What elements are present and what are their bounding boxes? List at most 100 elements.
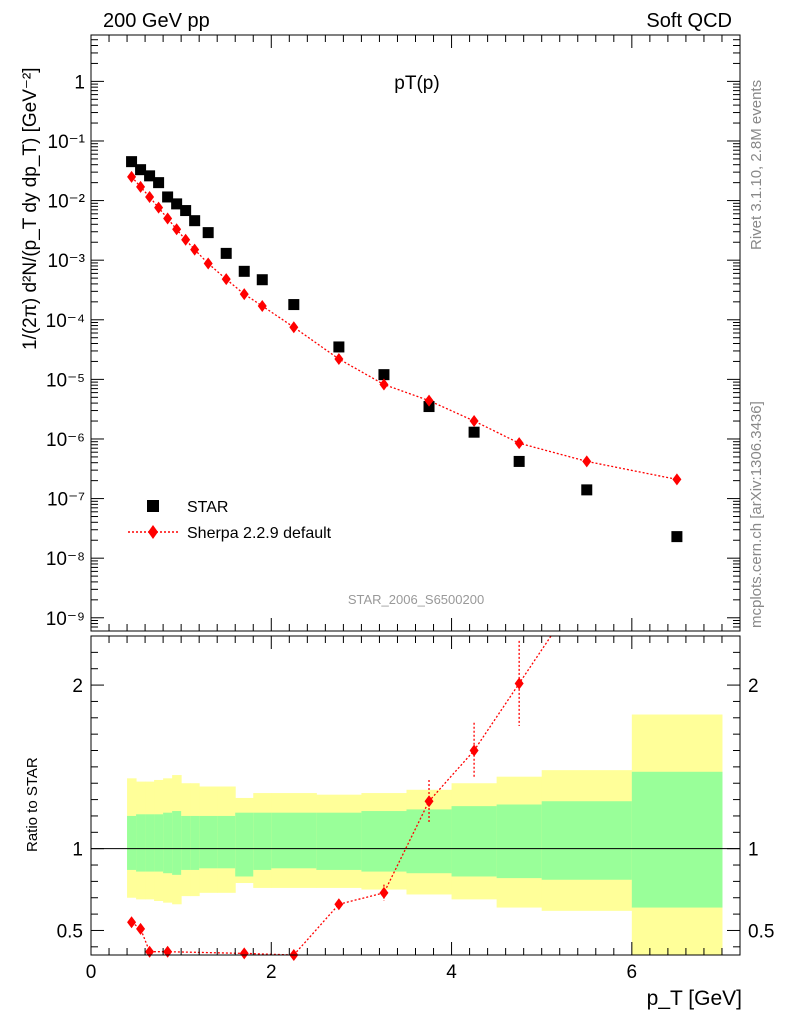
mc-data-point (203, 257, 213, 270)
uncertainty-band-inner (217, 815, 236, 869)
legend-sherpa-label: Sherpa 2.2.9 default (187, 525, 332, 542)
mc-data-point (514, 437, 524, 450)
mc-data-point (424, 394, 434, 407)
ratio-axes: 0.5 0.5 1 1 2 2 0 2 4 6 (57, 636, 774, 983)
ratio-mc-point (379, 886, 389, 899)
uncertainty-band-inner (190, 815, 200, 870)
main-marks (126, 156, 683, 543)
mc-data-point (181, 233, 191, 246)
ratio-y-tick-label-right: 2 (748, 676, 759, 697)
star-data-point (126, 156, 138, 168)
ratio-mc-point (145, 945, 155, 958)
main-panel: 10⁻⁹ 10⁻⁸ 10⁻⁷ 10⁻⁶ 10⁻⁵ 10⁻⁴ 10⁻³ 10⁻² 10⁻¹ 1 pT… (20, 34, 741, 632)
uncertainty-band-inner (145, 814, 155, 872)
uncertainty-band-inner (451, 806, 498, 877)
x-axis-label: p_T [GeV] (647, 987, 742, 1010)
uncertainty-band-inner (631, 771, 723, 908)
uncertainty-band-inner (172, 811, 182, 875)
y-tick-label: 10⁻⁹ (46, 609, 85, 630)
uncertainty-band-inner (406, 809, 453, 874)
mc-data-point (145, 190, 155, 203)
uncertainty-band-inner (316, 812, 362, 870)
main-y-axis-label: 1/(2π) d²N/(p_T dy dp_T) [GeV⁻²] (20, 67, 41, 350)
mc-data-point (172, 223, 182, 236)
x-tick-label: 4 (446, 962, 457, 983)
mc-data-point (190, 243, 200, 256)
ratio-y-axis-label: Ratio to STAR (24, 757, 41, 852)
mc-data-point (257, 300, 267, 313)
uncertainty-band-inner (235, 812, 254, 877)
legend-star-marker (147, 500, 159, 512)
main-axes: 10⁻⁹ 10⁻⁸ 10⁻⁷ 10⁻⁶ 10⁻⁵ 10⁻⁴ 10⁻³ 10⁻² 10⁻¹ 1 (46, 34, 741, 632)
star-data-point (333, 341, 345, 353)
mc-data-point (221, 273, 231, 286)
star-data-point (135, 164, 147, 176)
legend-sherpa-marker (148, 525, 158, 539)
star-data-point (468, 426, 480, 438)
x-tick-label: 0 (86, 962, 97, 983)
mc-data-point (289, 321, 299, 334)
ratio-mc-point (136, 922, 146, 935)
star-data-point (513, 455, 525, 467)
legend-star-label: STAR (187, 499, 228, 516)
uncertainty-band-inner (181, 815, 191, 870)
y-tick-label: 10⁻⁷ (47, 490, 85, 511)
mc-data-point (154, 201, 164, 214)
uncertainty-band-inner (154, 814, 164, 872)
ratio-mc-point (127, 916, 137, 929)
ratio-marks (91, 636, 740, 961)
uncertainty-band-inner (136, 814, 146, 872)
y-tick-label: 1 (74, 72, 85, 93)
star-data-point (378, 369, 390, 381)
uncertainty-band-inner (541, 801, 633, 880)
star-data-point (180, 205, 192, 217)
x-tick-label: 2 (266, 962, 277, 983)
legend: STAR Sherpa 2.2.9 default (128, 499, 332, 542)
star-data-point (144, 170, 156, 182)
ratio-mc-point (424, 795, 434, 808)
star-data-point (220, 247, 232, 259)
ratio-y-tick-label-right: 0.5 (748, 921, 774, 942)
plot-title: pT(p) (394, 73, 439, 94)
ratio-mc-point (334, 898, 344, 911)
star-data-point (202, 227, 214, 239)
star-data-point (581, 484, 593, 496)
ratio-mc-point (239, 947, 249, 960)
uncertainty-band-inner (127, 815, 137, 870)
ratio-y-tick-label: 2 (72, 676, 83, 697)
uncertainty-band-inner (271, 812, 317, 869)
analysis-watermark: STAR_2006_S6500200 (348, 592, 484, 607)
uncertainty-band-inner (496, 804, 543, 879)
uncertainty-band-inner (253, 812, 272, 870)
mc-data-point (379, 378, 389, 391)
mc-data-point (239, 288, 249, 301)
ratio-y-tick-label: 1 (72, 840, 83, 861)
uncertainty-band-inner (199, 815, 218, 869)
star-data-point (256, 274, 268, 286)
ratio-mc-point (514, 677, 524, 690)
star-data-point (671, 531, 683, 543)
mc-data-point (127, 170, 137, 183)
star-data-point (288, 299, 300, 311)
mc-line (131, 176, 678, 481)
ratio-mc-point (469, 744, 479, 757)
star-data-point (238, 265, 250, 277)
ratio-y-tick-label: 0.5 (57, 921, 83, 942)
mc-data-point (582, 455, 592, 468)
ratio-mc-point (163, 945, 173, 958)
x-tick-label: 6 (627, 962, 638, 983)
uncertainty-band-inner (361, 811, 407, 872)
rivet-version-label: Rivet 3.1.10, 2.8M events (748, 80, 765, 250)
mc-data-point (136, 180, 146, 193)
y-tick-label: 10⁻¹ (48, 132, 86, 153)
y-tick-label: 10⁻³ (48, 251, 86, 272)
uncertainty-band-inner (163, 812, 173, 874)
header-right-label: Soft QCD (646, 10, 732, 32)
star-data-point (171, 198, 183, 210)
mc-data-point (469, 415, 479, 428)
y-tick-label: 10⁻⁵ (46, 370, 85, 391)
mc-data-point (334, 352, 344, 365)
ratio-panel: 0.5 0.5 1 1 2 2 0 2 4 6 Ratio to STAR p_T [GeV] (24, 635, 774, 1010)
y-tick-label: 10⁻⁸ (46, 549, 85, 570)
